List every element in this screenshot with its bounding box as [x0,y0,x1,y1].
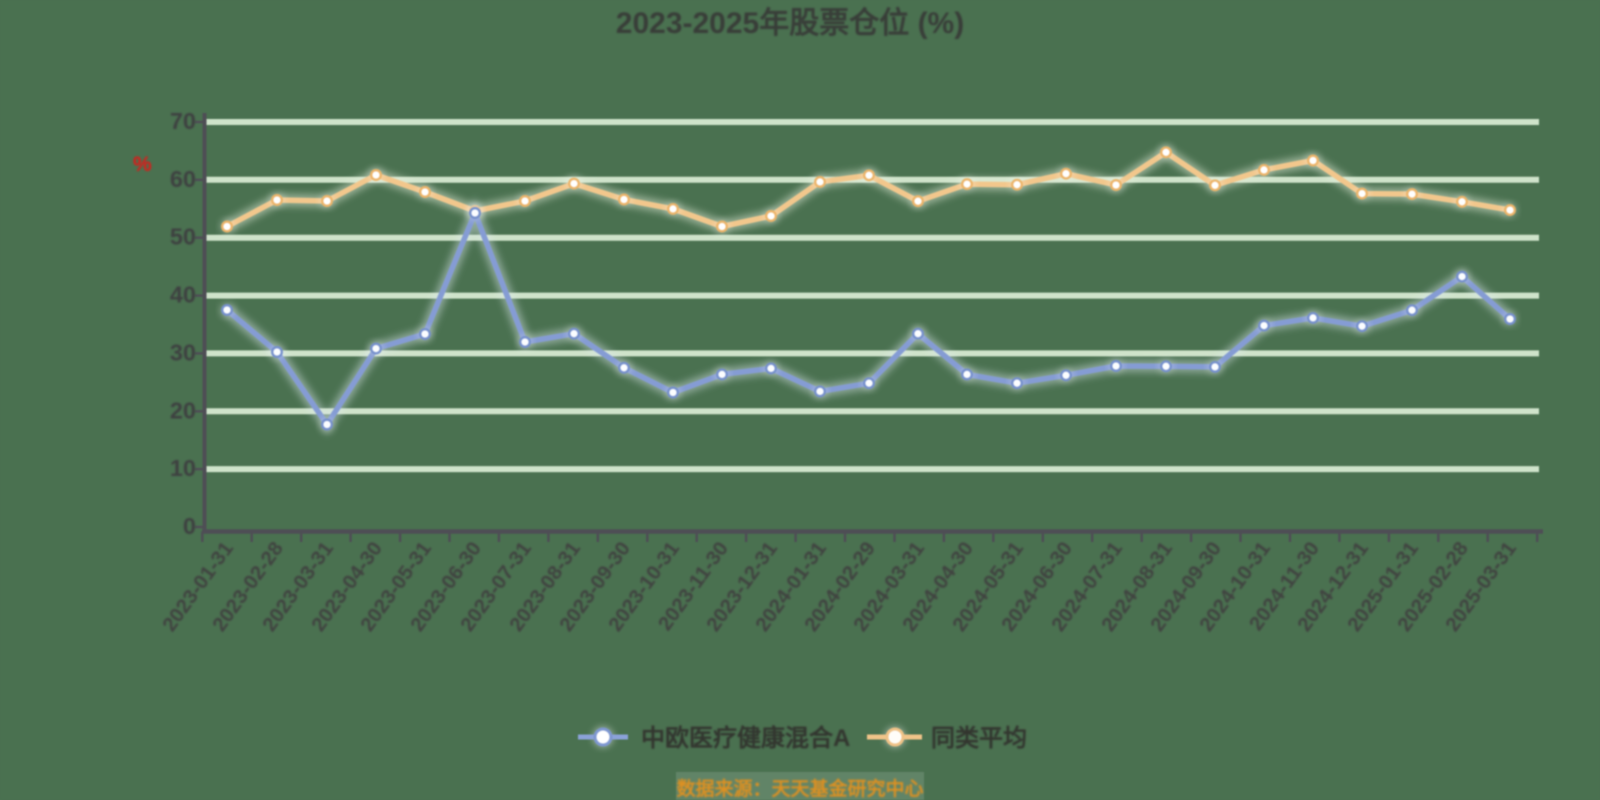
svg-text:数据来源：天天基金研究中心: 数据来源：天天基金研究中心 [676,777,923,800]
svg-text:10: 10 [170,455,196,481]
svg-text:20: 20 [170,397,196,423]
svg-text:%: % [133,153,152,176]
svg-text:50: 50 [170,224,196,250]
svg-text:40: 40 [170,282,196,308]
svg-text:70: 70 [170,108,196,134]
svg-text:2023-2025年股票仓位 (%): 2023-2025年股票仓位 (%) [616,6,964,40]
svg-text:同类平均: 同类平均 [931,724,1027,752]
svg-text:30: 30 [170,339,196,365]
svg-text:0: 0 [183,513,196,539]
svg-text:60: 60 [170,166,196,192]
svg-text:中欧医疗健康混合A: 中欧医疗健康混合A [641,724,850,752]
